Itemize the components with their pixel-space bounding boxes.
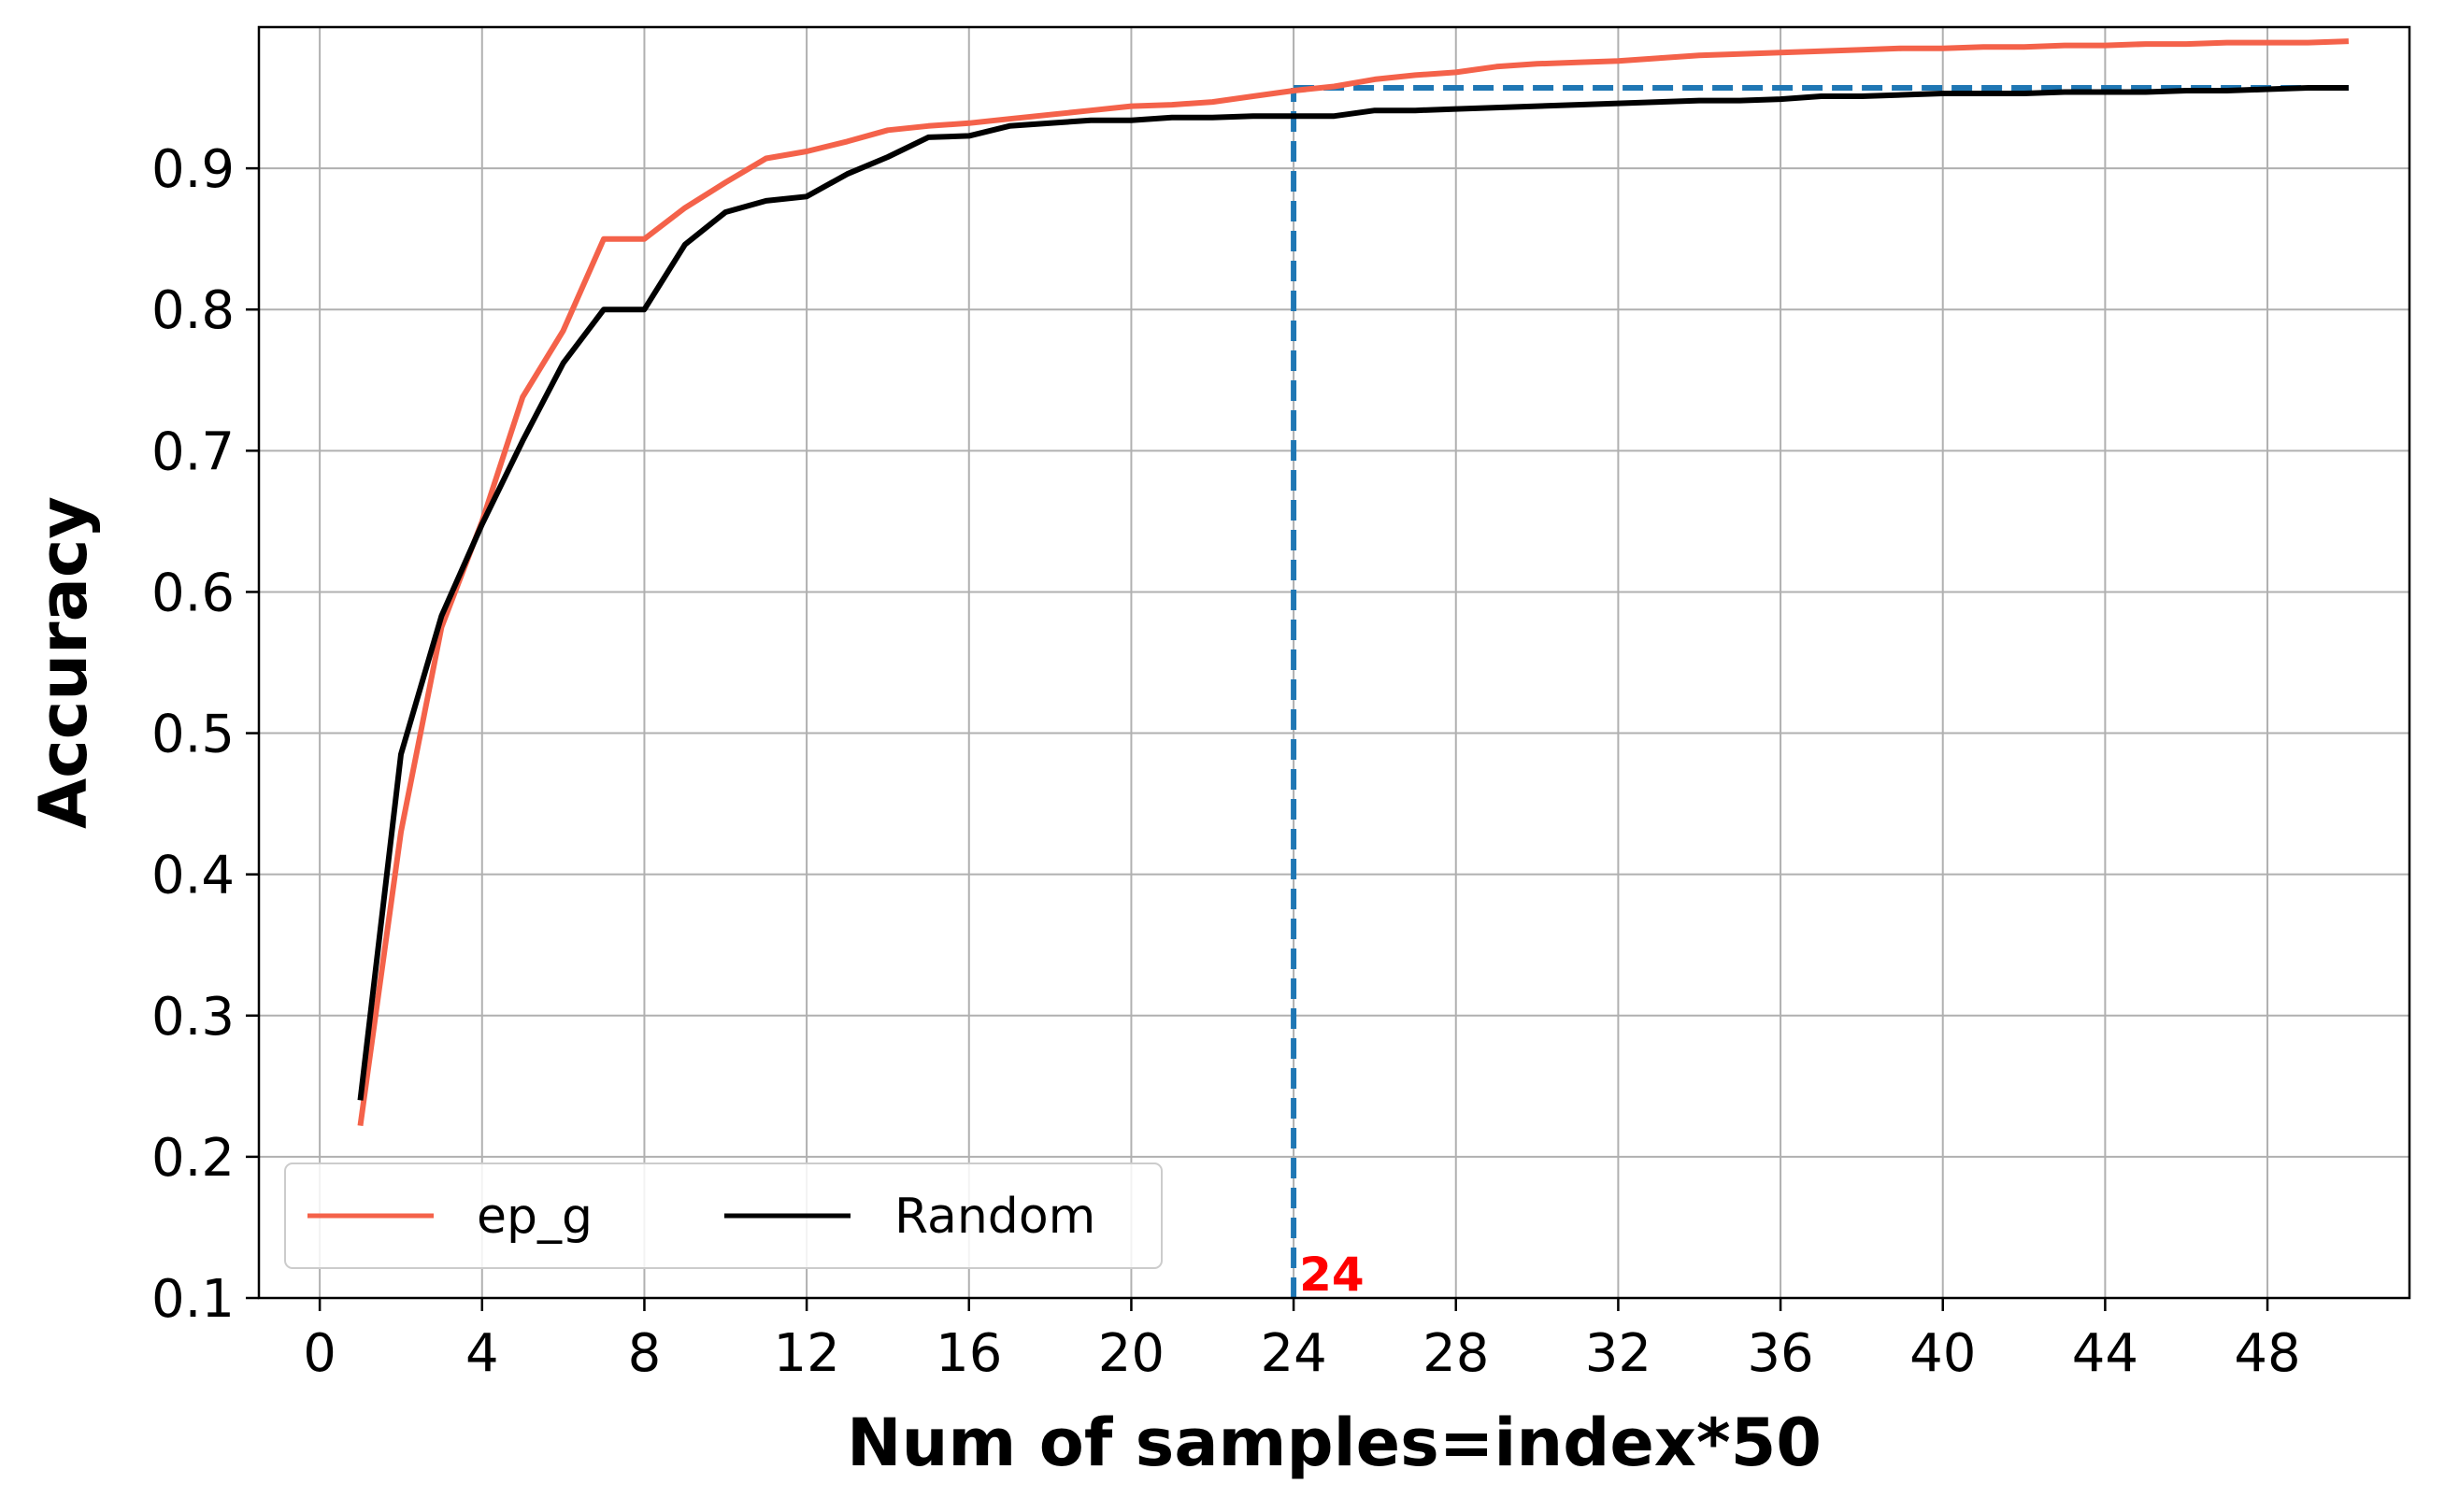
series-line-random bbox=[357, 85, 2349, 1101]
x-tick-label: 20 bbox=[1098, 1323, 1165, 1384]
legend-label-ep_g: ep_g bbox=[477, 1189, 593, 1245]
y-axis-title: Accuracy bbox=[25, 496, 102, 829]
x-tick-label: 16 bbox=[936, 1323, 1002, 1384]
x-tick-label: 48 bbox=[2234, 1323, 2300, 1384]
x-tick-label: 0 bbox=[303, 1323, 336, 1384]
x-tick-label: 24 bbox=[1260, 1323, 1326, 1384]
legend-label-random: Random bbox=[894, 1189, 1095, 1245]
annotation-lines bbox=[1291, 84, 2349, 1298]
legend: ep_g Random bbox=[284, 1163, 1163, 1269]
series-line-ep_g bbox=[357, 38, 2350, 1127]
y-tick-label: 0.1 bbox=[151, 1269, 235, 1330]
x-tick-label: 4 bbox=[465, 1323, 499, 1384]
y-tick-label: 0.9 bbox=[151, 139, 235, 200]
x-axis-title: Num of samples=index*50 bbox=[847, 1405, 1822, 1481]
x-tick-label: 36 bbox=[1747, 1323, 1813, 1384]
y-tick-label: 0.6 bbox=[151, 563, 235, 623]
annotation-label-24: 24 bbox=[1299, 1248, 1365, 1302]
y-tick-label: 0.5 bbox=[151, 705, 235, 765]
legend-box bbox=[284, 1163, 1163, 1269]
axis-ticks: 0 4 8 12 16 20 24 28 32 36 40 44 480.10.20.30.40.50.… bbox=[151, 139, 2301, 1384]
x-tick-label: 12 bbox=[773, 1323, 839, 1384]
y-tick-label: 0.4 bbox=[151, 846, 235, 906]
y-tick-label: 0.8 bbox=[151, 280, 235, 341]
x-tick-label: 44 bbox=[2072, 1323, 2138, 1384]
x-tick-label: 28 bbox=[1423, 1323, 1489, 1384]
y-tick-label: 0.3 bbox=[151, 987, 235, 1048]
x-tick-label: 32 bbox=[1585, 1323, 1651, 1384]
plot-frame bbox=[257, 25, 2411, 1300]
x-tick-label: 40 bbox=[1909, 1323, 1976, 1384]
x-tick-label: 8 bbox=[628, 1323, 662, 1384]
grid-lines bbox=[259, 27, 2409, 1299]
series-lines bbox=[357, 38, 2350, 1127]
y-tick-label: 0.7 bbox=[151, 421, 235, 482]
y-tick-label: 0.2 bbox=[151, 1128, 235, 1189]
